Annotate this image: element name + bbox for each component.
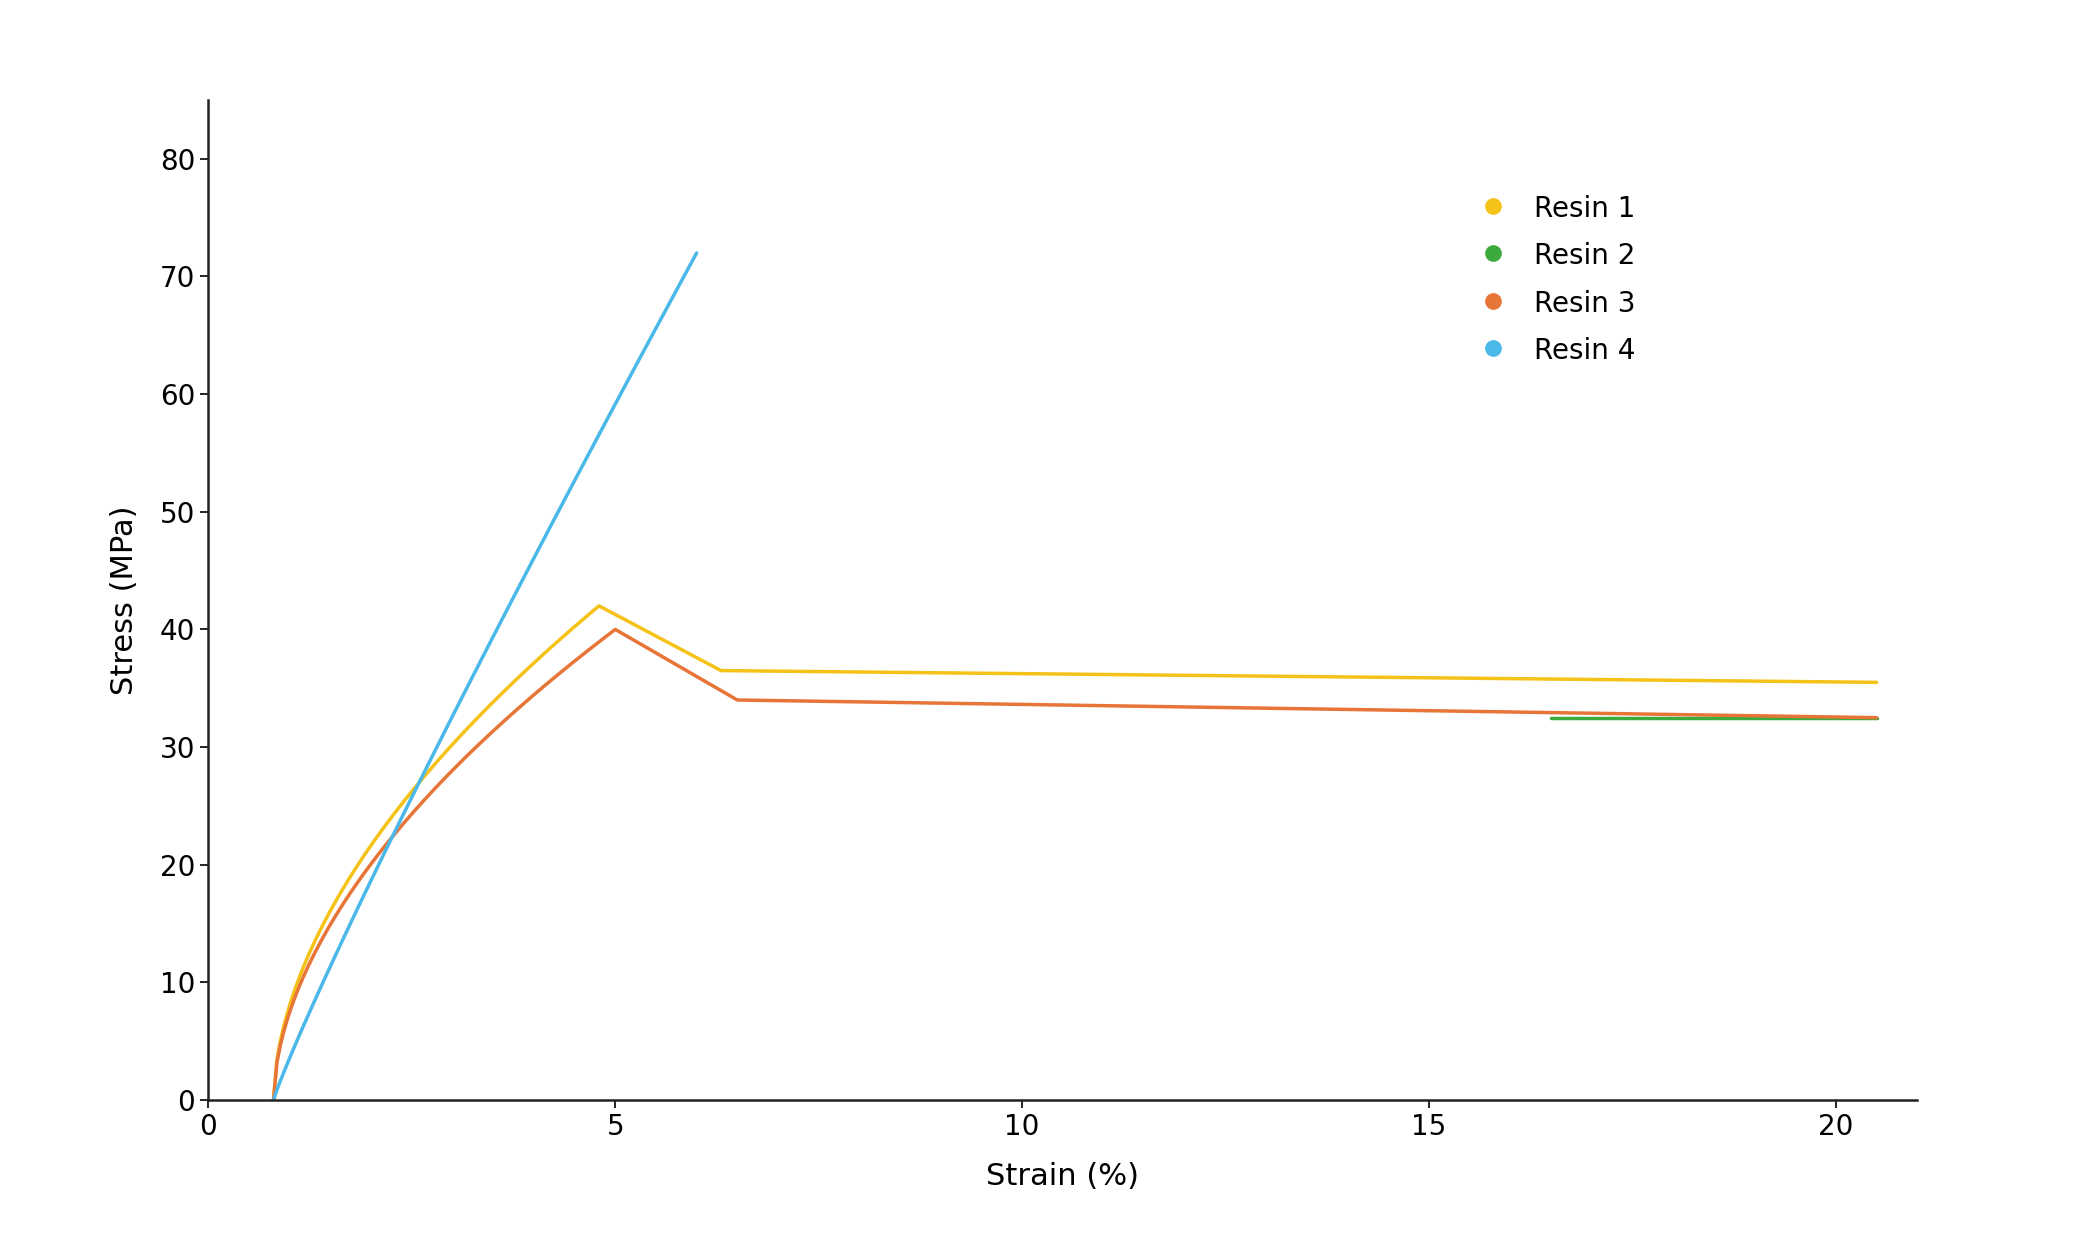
- Legend: Resin 1, Resin 2, Resin 3, Resin 4: Resin 1, Resin 2, Resin 3, Resin 4: [1467, 184, 1646, 376]
- X-axis label: Strain (%): Strain (%): [986, 1162, 1140, 1191]
- Y-axis label: Stress (MPa): Stress (MPa): [110, 505, 140, 695]
